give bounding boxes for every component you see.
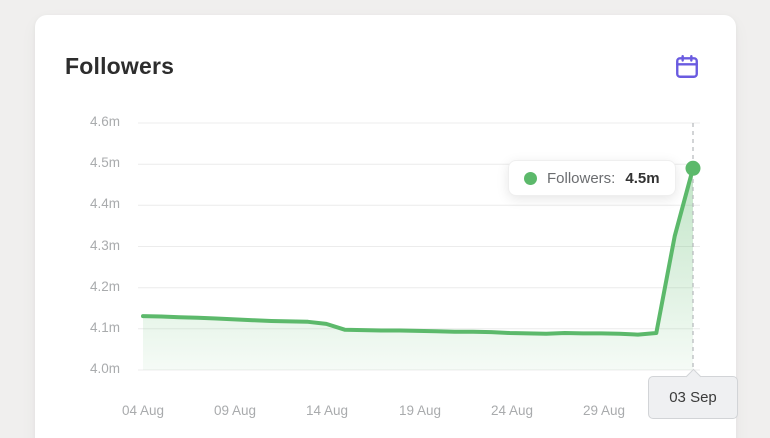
followers-card: Followers <box>35 15 736 438</box>
card-header: Followers <box>35 15 736 80</box>
calendar-button[interactable] <box>674 54 700 80</box>
card-title: Followers <box>65 53 175 79</box>
calendar-icon <box>676 54 698 78</box>
